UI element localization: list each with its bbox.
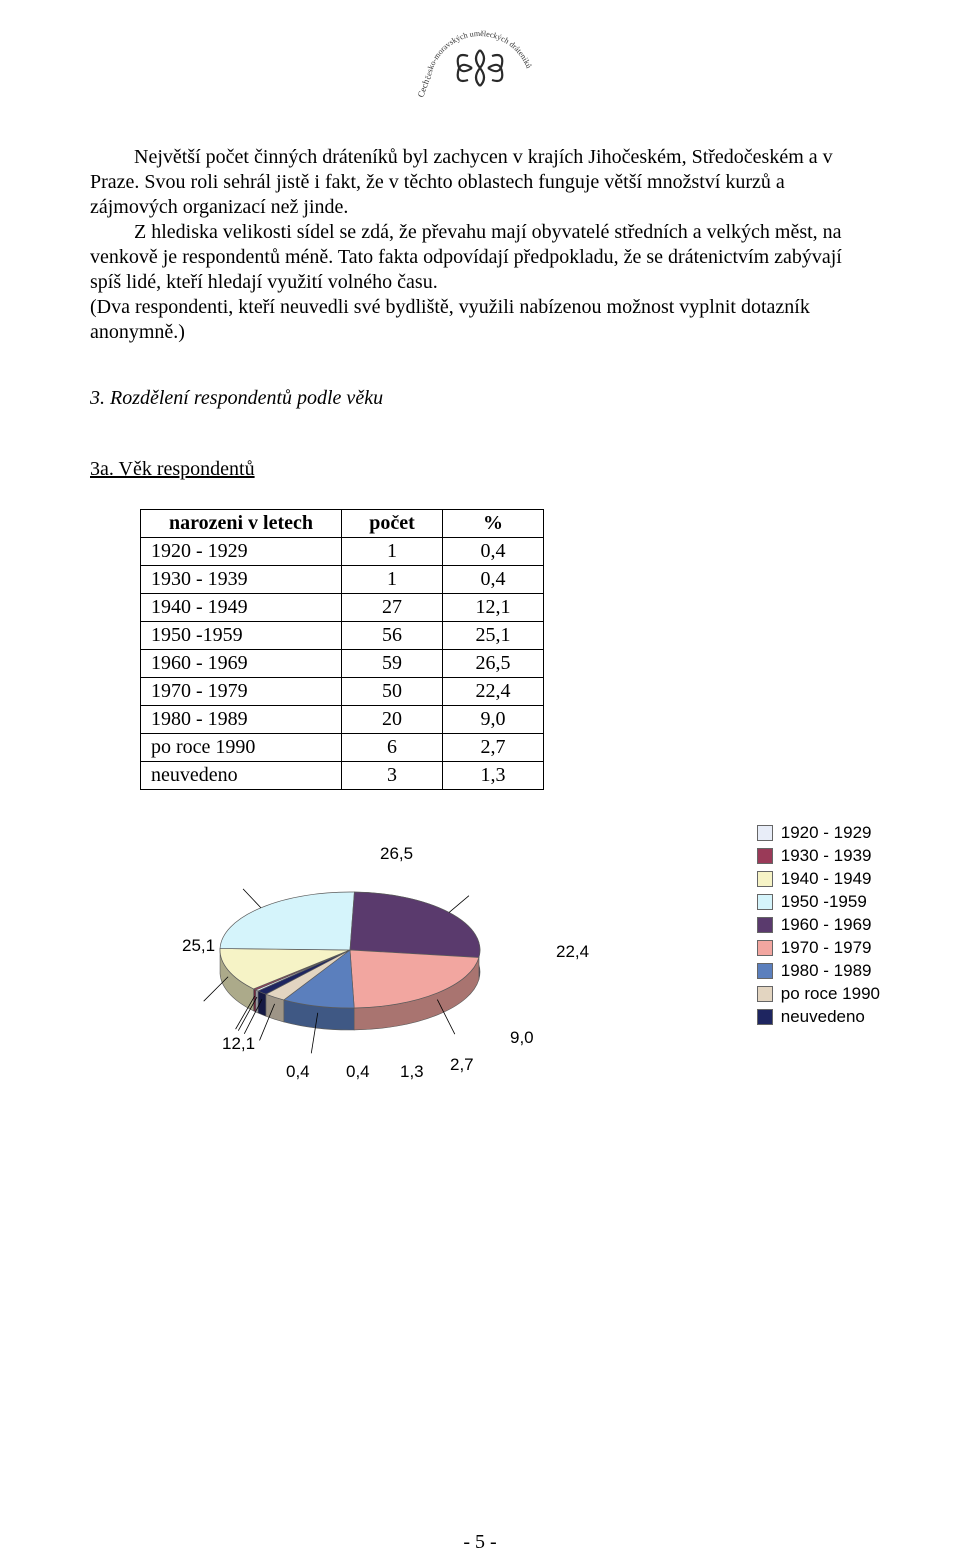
legend-swatch [757,963,773,979]
table-row: 1930 - 193910,4 [141,566,544,594]
table-cell: 0,4 [443,566,544,594]
legend-label: 1970 - 1979 [781,938,872,958]
legend-item: 1950 -1959 [757,892,880,912]
table-row: 1970 - 19795022,4 [141,678,544,706]
table-cell: 2,7 [443,734,544,762]
table-header: počet [342,510,443,538]
legend-swatch [757,848,773,864]
chart-data-label: 0,4 [346,1062,370,1082]
chart-data-label: 22,4 [556,942,589,962]
legend: 1920 - 1929 1930 - 1939 1940 - 1949 1950 -1… [757,820,880,1030]
legend-swatch [757,986,773,1002]
legend-item: 1970 - 1979 [757,938,880,958]
legend-item: 1960 - 1969 [757,915,880,935]
table-row: 1950 -19595625,1 [141,622,544,650]
table-cell: 1 [342,538,443,566]
paragraph-1: Největší počet činných dráteníků byl zac… [90,145,870,220]
table-cell: 1,3 [443,762,544,790]
table-header: narozeni v letech [141,510,342,538]
legend-label: 1980 - 1989 [781,961,872,981]
legend-item: 1930 - 1939 [757,846,880,866]
table-row: po roce 199062,7 [141,734,544,762]
paragraph-3: (Dva respondenti, kteří neuvedli své byd… [90,295,870,345]
table-header: % [443,510,544,538]
chart-data-label: 1,3 [400,1062,424,1082]
logo-arc-text: česko-moravských uměleckých dráteniků [423,29,533,80]
paragraph-2: Z hlediska velikosti sídel se zdá, že př… [90,220,870,295]
table-cell: po roce 1990 [141,734,342,762]
legend-swatch [757,894,773,910]
chart-data-label: 2,7 [450,1055,474,1075]
age-table: narozeni v letechpočet% 1920 - 192910,41… [140,509,544,790]
table-cell: 22,4 [443,678,544,706]
page: česko-moravských uměleckých dráteniků Ce… [0,0,960,1566]
legend-item: 1980 - 1989 [757,961,880,981]
table-row: 1940 - 19492712,1 [141,594,544,622]
table-cell: 20 [342,706,443,734]
logo-left-text: Cech [415,77,431,98]
table-cell: 9,0 [443,706,544,734]
table-cell: 6 [342,734,443,762]
logo: česko-moravských uměleckých dráteniků Ce… [90,20,870,117]
table-cell: 56 [342,622,443,650]
pie-chart [160,850,540,1080]
table-cell: 25,1 [443,622,544,650]
table-cell: 3 [342,762,443,790]
table-cell: 1950 -1959 [141,622,342,650]
table-cell: 1960 - 1969 [141,650,342,678]
legend-label: 1920 - 1929 [781,823,872,843]
chart-data-label: 0,4 [286,1062,310,1082]
legend-item: po roce 1990 [757,984,880,1004]
legend-label: po roce 1990 [781,984,880,1004]
table-cell: 1 [342,566,443,594]
legend-swatch [757,917,773,933]
body-text: Největší počet činných dráteníků byl zac… [90,145,870,345]
legend-item: 1920 - 1929 [757,823,880,843]
legend-swatch [757,871,773,887]
section-title: 3. Rozdělení respondentů podle věku [90,387,870,410]
chart-data-label: 26,5 [380,844,413,864]
page-number: - 5 - [0,1531,960,1554]
legend-label: 1960 - 1969 [781,915,872,935]
table-row: 1920 - 192910,4 [141,538,544,566]
legend-label: 1950 -1959 [781,892,867,912]
table-cell: 0,4 [443,538,544,566]
table-cell: 1930 - 1939 [141,566,342,594]
table-cell: 1980 - 1989 [141,706,342,734]
chart-data-label: 9,0 [510,1028,534,1048]
table-cell: 1920 - 1929 [141,538,342,566]
table-row: 1960 - 19695926,5 [141,650,544,678]
legend-label: 1930 - 1939 [781,846,872,866]
legend-swatch [757,1009,773,1025]
table-cell: 27 [342,594,443,622]
chart-data-label: 12,1 [222,1034,255,1054]
table-cell: 59 [342,650,443,678]
legend-swatch [757,940,773,956]
legend-label: neuvedeno [781,1007,865,1027]
table-cell: 50 [342,678,443,706]
legend-label: 1940 - 1949 [781,869,872,889]
legend-item: neuvedeno [757,1007,880,1027]
sub-title: 3a. Věk respondentů [90,458,870,481]
table-cell: 1940 - 1949 [141,594,342,622]
chart-data-label: 25,1 [182,936,215,956]
table-row: 1980 - 1989209,0 [141,706,544,734]
table-cell: 1970 - 1979 [141,678,342,706]
legend-item: 1940 - 1949 [757,869,880,889]
table-cell: 26,5 [443,650,544,678]
table-cell: neuvedeno [141,762,342,790]
table-row: neuvedeno31,3 [141,762,544,790]
svg-text:česko-moravských uměleckých dr: česko-moravských uměleckých dráteniků [423,29,533,80]
chart-area: 26,525,122,412,19,02,71,30,40,4 1920 - 1… [100,850,880,1110]
table-cell: 12,1 [443,594,544,622]
legend-swatch [757,825,773,841]
